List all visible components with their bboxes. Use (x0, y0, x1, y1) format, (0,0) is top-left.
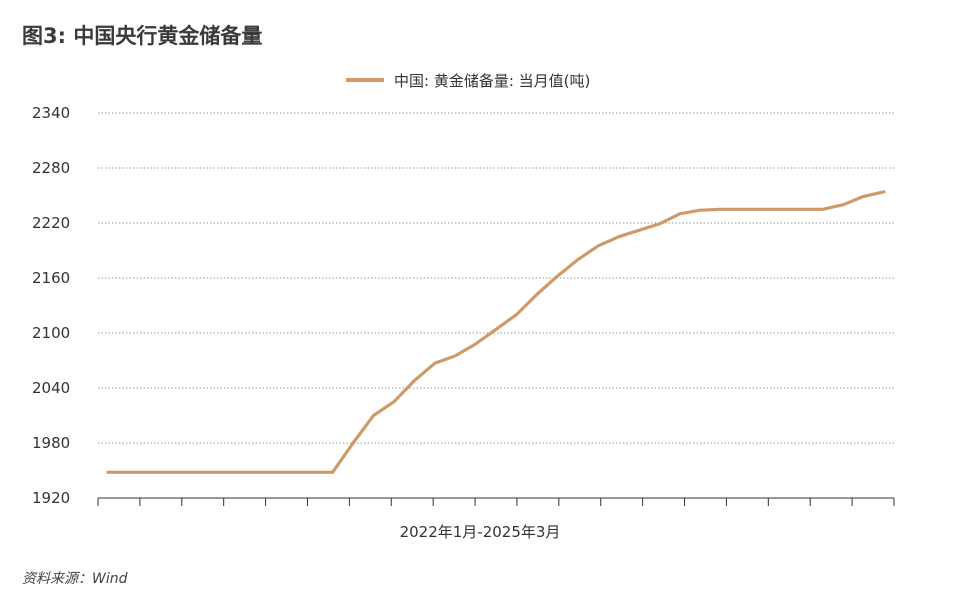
y-tick-label: 2220 (32, 214, 70, 232)
y-tick-label: 2040 (32, 379, 70, 397)
gridlines (98, 112, 894, 444)
y-tick-label: 2100 (32, 324, 70, 342)
y-axis-ticks: 2340 2280 2220 2160 2100 2040 1980 1920 (32, 104, 70, 507)
series-line (106, 190, 886, 474)
y-tick-label: 1920 (32, 489, 70, 507)
legend: 中国: 黄金储备量: 当月值(吨) (346, 72, 590, 90)
x-axis-label: 2022年1月-2025年3月 (400, 523, 561, 541)
y-tick-label: 2160 (32, 269, 70, 287)
legend-label: 中国: 黄金储备量: 当月值(吨) (394, 72, 590, 90)
y-tick-label: 2280 (32, 159, 70, 177)
source-note: 资料来源：Wind (22, 571, 128, 587)
y-tick-label: 1980 (32, 434, 70, 452)
x-axis (97, 497, 895, 506)
figure-title: 图3: 中国央行黄金储备量 (22, 24, 263, 48)
series-layer (106, 190, 886, 474)
y-tick-label: 2340 (32, 104, 70, 122)
